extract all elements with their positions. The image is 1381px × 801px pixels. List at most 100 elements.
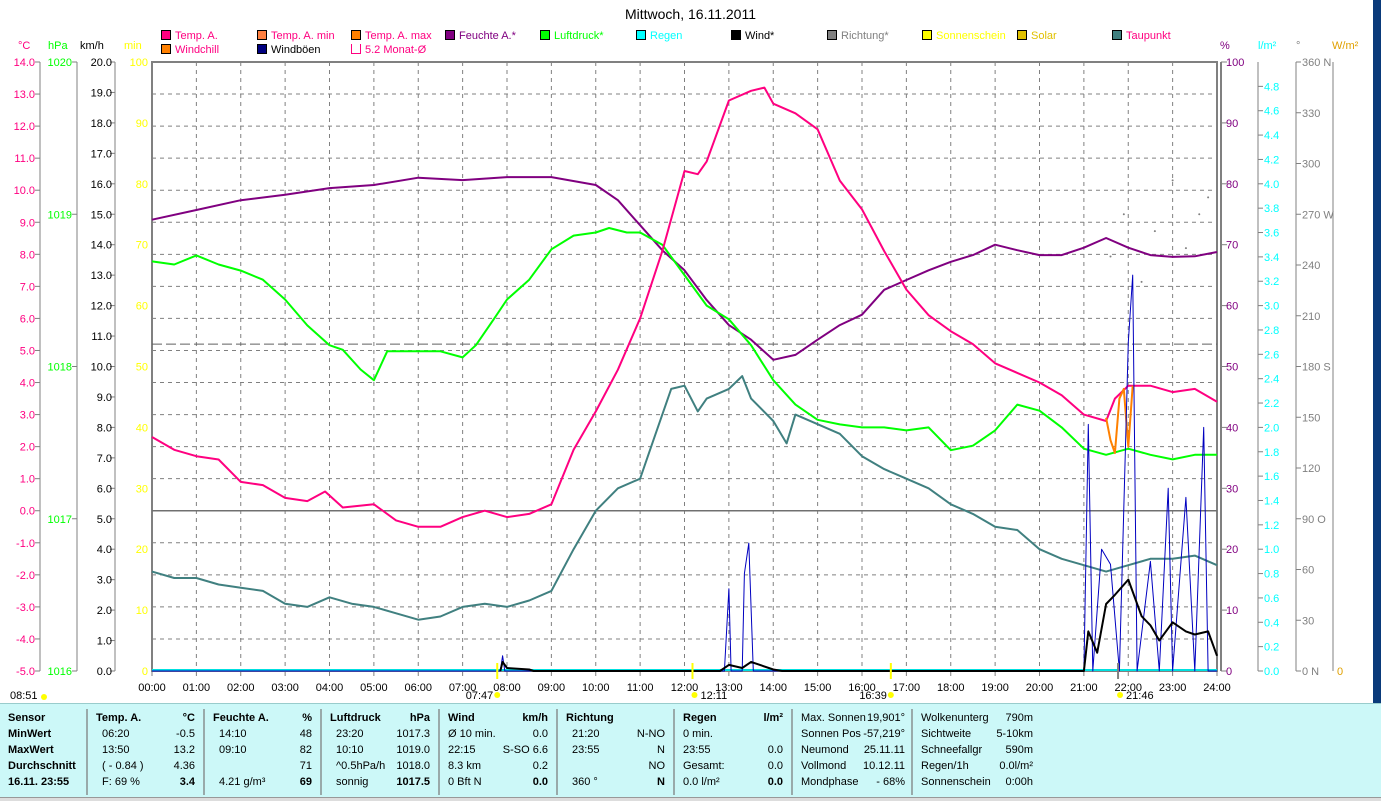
kmh-tick-label: 16.0 (91, 179, 112, 191)
min-tick-label: 0 (142, 666, 148, 678)
legend-label: Temp. A. (175, 30, 218, 42)
rain-tick-label: 3.6 (1264, 228, 1279, 240)
chart-title: Mittwoch, 16.11.2011 (624, 6, 756, 22)
hpa-tick-label: 1017 (48, 514, 72, 526)
status-bar (0, 797, 1381, 801)
legend-label: Sonnenschein (936, 30, 1006, 42)
legend-swatch (1017, 30, 1027, 40)
panel-row: ^0.5hPa/h 1018.0 (322, 758, 438, 774)
legend-label: Temp. A. max (365, 30, 432, 42)
window-edge (1373, 0, 1381, 800)
cell-value: 4.36 (173, 760, 195, 772)
panel-row: 23:55 0.0 (675, 742, 791, 758)
kmh-tick-label: 13.0 (91, 270, 112, 282)
x-tick-label: 08:00 (493, 682, 521, 694)
rain-tick-label: 1.2 (1264, 520, 1279, 532)
percent-tick-label: 10 (1226, 605, 1238, 617)
panel-row: 22:15 S-SO 6.6 (440, 742, 556, 758)
percent-tick-label: 90 (1226, 118, 1238, 130)
cell-value: NO (648, 760, 666, 772)
info-value: 0.0l/m² (999, 760, 1033, 772)
panel-row: 4.21 g/m³ 69 (205, 774, 320, 790)
panel-column-astro: Max. Sonnen 19,901° Sonnen Pos -57,219° Neum… (793, 709, 913, 795)
summary-panel: Sensor MinWert MaxWert Durchschnitt 16.11. 2… (0, 703, 1381, 801)
celsius-tick-label: 10.0 (14, 185, 35, 197)
rain-tick-label: 3.8 (1264, 203, 1279, 215)
celsius-tick-label: 7.0 (20, 281, 35, 293)
rain-tick-label: 0.2 (1264, 642, 1279, 654)
hpa-tick-label: 1019 (48, 209, 72, 221)
x-tick-label: 06:00 (404, 682, 432, 694)
panel-column-temp: Temp. A. °C 06:20 -0.5 13:50 13.2 ( - 0.84 ) 4.… (88, 709, 205, 795)
panel-row: NO (558, 758, 673, 774)
celsius-tick-label: 6.0 (20, 313, 35, 325)
legend-label: Luftdruck* (554, 30, 604, 42)
series-feuchte-a-line (151, 176, 1218, 361)
legend-swatch (161, 44, 171, 54)
unit-wm2: W/m² (1332, 40, 1359, 52)
cell-label: 06:20 (102, 728, 130, 740)
legend-label: Solar (1031, 30, 1057, 42)
cell-label: 09:10 (219, 744, 247, 756)
x-tick-label: 23:00 (1159, 682, 1187, 694)
direction-point (1109, 255, 1112, 258)
column-header: Feuchte A. (213, 712, 269, 724)
series-windchill-line (1105, 385, 1134, 454)
direction-point (1207, 196, 1210, 199)
cell-value: 71 (299, 760, 312, 772)
panel-row: Mondphase - 68% (793, 774, 911, 790)
panel-row: 0 min. (675, 726, 791, 742)
sensor-label: 16.11. 23:55 (8, 776, 70, 788)
direction-tick-label: 240 (1302, 260, 1320, 272)
min-tick-label: 30 (136, 483, 148, 495)
info-label: Wolkenunterg (921, 712, 989, 724)
percent-tick-label: 20 (1226, 544, 1238, 556)
x-tick-label: 18:00 (937, 682, 965, 694)
series-windb-en-line (152, 274, 1217, 672)
info-label: Vollmond (801, 760, 847, 772)
direction-tick-label: 300 (1302, 159, 1320, 171)
weather-chart: 14.0 13.0 12.0 11.0 10.0 9.0 8.0 7.0 6.0 5.0 4.0 3.… (10, 57, 1343, 702)
kmh-tick-label: 7.0 (97, 453, 112, 465)
legend-item: Windchill (161, 44, 219, 56)
rain-tick-label: 1.8 (1264, 447, 1279, 459)
legend-swatch (351, 30, 361, 40)
series-wind-line (499, 578, 1218, 672)
panel-row: 71 (205, 758, 320, 774)
kmh-tick-label: 20.0 (91, 57, 112, 69)
x-tick-label: 16:00 (848, 682, 876, 694)
x-tick-label: 24:00 (1203, 682, 1231, 694)
cell-value: 48 (299, 728, 312, 740)
panel-row: Vollmond 10.12.11 (793, 758, 911, 774)
kmh-tick-label: 8.0 (97, 422, 112, 434)
panel-row: 360 ° N (558, 774, 673, 790)
legend-swatch (351, 44, 361, 54)
kmh-tick-label: 4.0 (97, 544, 112, 556)
unit-percent: % (1220, 40, 1230, 52)
panel-column-dir: Richtung 21:20 N-NO 23:55 N NO 360 ° N (558, 709, 675, 795)
cell-value: 1018.0 (396, 760, 430, 772)
panel-row: Neumond 25.11.11 (793, 742, 911, 758)
legend-item: Temp. A. min (257, 30, 335, 42)
direction-point (1198, 213, 1201, 216)
rain-tick-label: 2.4 (1264, 374, 1279, 386)
unit-min: min (124, 40, 142, 52)
sun-event-time: 07:47 (466, 690, 494, 702)
panel-row: Sichtweite 5-10km (913, 726, 1100, 742)
x-tick-label: 14:00 (759, 682, 787, 694)
column-unit: l/m² (763, 712, 783, 724)
legend-swatch (445, 30, 455, 40)
cell-label: Ø 10 min. (448, 728, 496, 740)
panel-column-misc: Wolkenunterg 790m Sichtweite 5-10km Schneefa… (913, 709, 1100, 795)
direction-point (1153, 230, 1156, 233)
panel-row: Durchschnitt (0, 758, 86, 774)
cell-label: 22:15 (448, 744, 476, 756)
kmh-tick-label: 12.0 (91, 301, 112, 313)
panel-row: 16.11. 23:55 (0, 774, 86, 790)
rain-tick-label: 4.0 (1264, 179, 1279, 191)
legend-item: Sonnenschein (922, 30, 1006, 42)
cell-value: 0.0 (767, 776, 783, 788)
panel-row: Regen/1h 0.0l/m² (913, 758, 1100, 774)
panel-row: Sonnenschein 0:00h (913, 774, 1100, 790)
column-header: Richtung (566, 712, 614, 724)
